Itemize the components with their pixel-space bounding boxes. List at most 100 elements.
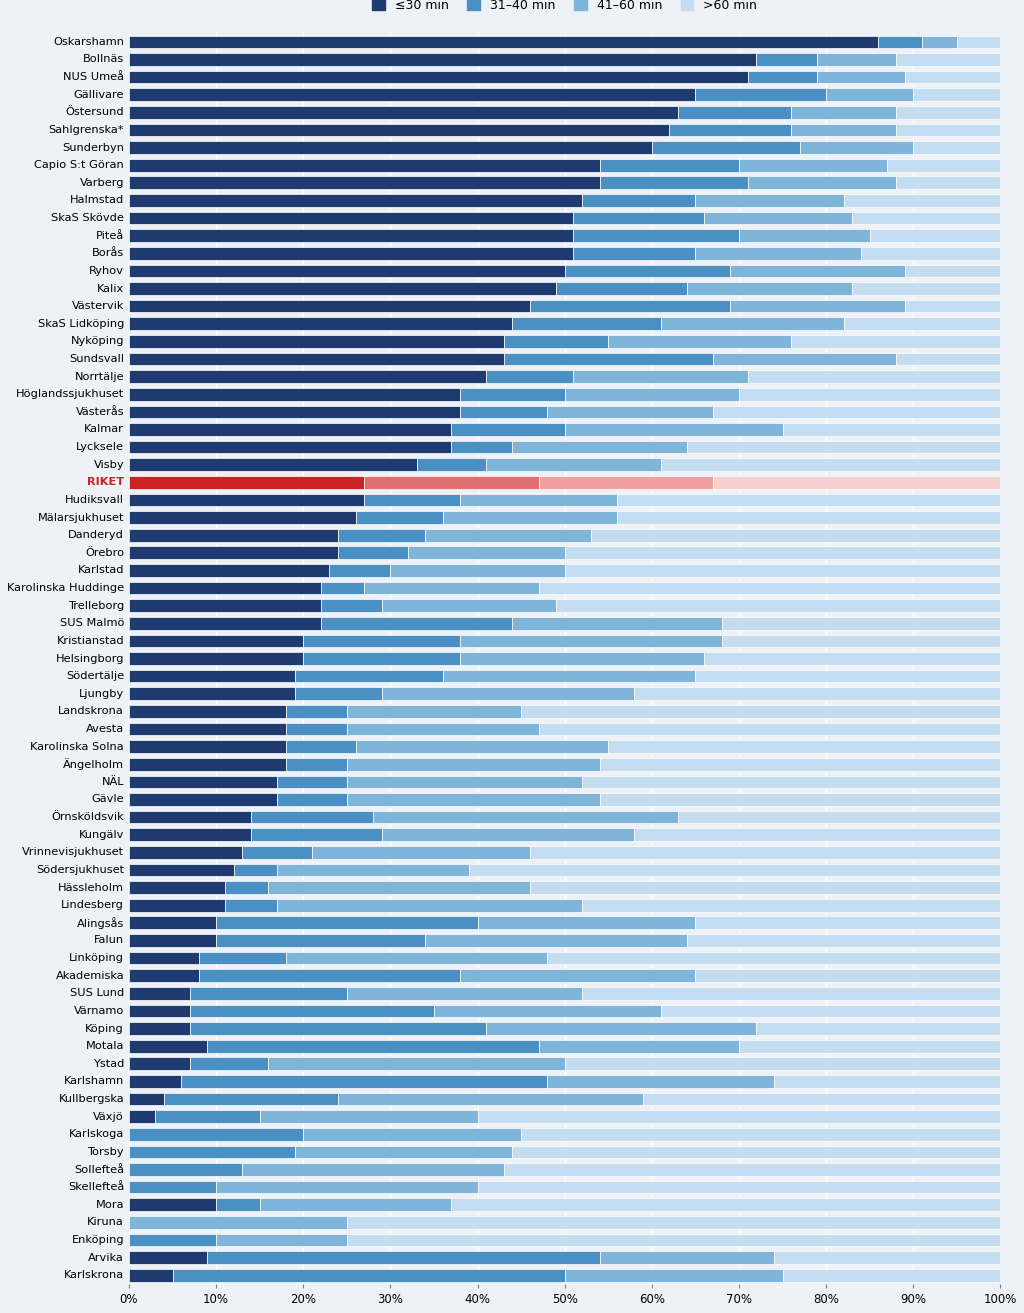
Bar — [129, 987, 189, 999]
Bar — [564, 264, 730, 277]
Bar — [129, 864, 233, 876]
Bar — [774, 1075, 1000, 1087]
Bar — [129, 176, 599, 189]
Bar — [852, 282, 1000, 295]
Bar — [695, 670, 1000, 683]
Bar — [278, 793, 347, 806]
Bar — [268, 1057, 564, 1070]
Bar — [243, 846, 312, 859]
Bar — [582, 899, 1000, 911]
Bar — [129, 194, 582, 206]
Bar — [129, 406, 460, 419]
Bar — [164, 1092, 338, 1106]
Bar — [129, 969, 199, 982]
Bar — [442, 511, 616, 524]
Bar — [129, 934, 216, 947]
Bar — [748, 370, 1000, 383]
Bar — [199, 952, 286, 965]
Bar — [129, 335, 504, 348]
Bar — [817, 71, 904, 84]
Bar — [564, 423, 782, 436]
Bar — [286, 722, 347, 735]
Bar — [129, 264, 564, 277]
Bar — [739, 230, 869, 242]
Bar — [129, 1234, 216, 1246]
Bar — [460, 653, 705, 664]
Bar — [922, 35, 956, 49]
Bar — [268, 881, 529, 894]
Bar — [129, 387, 460, 400]
Bar — [452, 441, 512, 453]
Bar — [129, 53, 757, 66]
Bar — [129, 247, 573, 260]
Bar — [303, 1128, 521, 1141]
Bar — [129, 511, 355, 524]
Bar — [129, 1075, 181, 1087]
Bar — [129, 776, 278, 788]
Bar — [504, 353, 713, 365]
Bar — [278, 899, 582, 911]
Bar — [539, 722, 1000, 735]
Bar — [460, 494, 616, 507]
Bar — [207, 1040, 539, 1053]
Bar — [129, 106, 678, 118]
Bar — [774, 1251, 1000, 1264]
Bar — [460, 634, 722, 647]
Bar — [599, 793, 1000, 806]
Bar — [896, 176, 1000, 189]
Bar — [582, 194, 695, 206]
Bar — [347, 1216, 1000, 1229]
Bar — [382, 829, 634, 842]
Bar — [722, 634, 1000, 647]
Bar — [573, 211, 705, 225]
Bar — [687, 934, 1000, 947]
Bar — [504, 335, 608, 348]
Bar — [486, 458, 660, 471]
Bar — [660, 1004, 1000, 1018]
Bar — [330, 565, 390, 576]
Bar — [913, 142, 1000, 154]
Bar — [199, 969, 460, 982]
Bar — [347, 705, 521, 718]
Bar — [852, 211, 1000, 225]
Bar — [757, 1023, 1000, 1035]
Bar — [129, 722, 286, 735]
Bar — [913, 88, 1000, 101]
Bar — [582, 987, 1000, 999]
Bar — [129, 1057, 189, 1070]
Bar — [251, 810, 373, 823]
Bar — [599, 159, 739, 172]
Bar — [129, 634, 303, 647]
Bar — [129, 617, 321, 630]
Bar — [129, 1268, 172, 1281]
Bar — [460, 969, 695, 982]
Bar — [129, 546, 338, 559]
Bar — [425, 934, 687, 947]
Bar — [189, 1004, 434, 1018]
Bar — [582, 776, 1000, 788]
Bar — [660, 318, 844, 330]
Bar — [286, 705, 347, 718]
Bar — [129, 494, 365, 507]
Bar — [233, 864, 278, 876]
Bar — [547, 952, 1000, 965]
Bar — [573, 370, 748, 383]
Bar — [338, 546, 408, 559]
Bar — [512, 441, 687, 453]
Bar — [129, 899, 225, 911]
Bar — [286, 741, 355, 752]
Bar — [547, 1075, 774, 1087]
Bar — [129, 1111, 155, 1123]
Bar — [382, 688, 634, 700]
Bar — [355, 511, 442, 524]
Bar — [129, 1023, 189, 1035]
Bar — [251, 829, 382, 842]
Bar — [643, 1092, 1000, 1106]
Bar — [347, 793, 599, 806]
Bar — [705, 653, 1000, 664]
Bar — [408, 546, 564, 559]
Bar — [678, 106, 792, 118]
Bar — [792, 335, 1000, 348]
Bar — [129, 916, 216, 930]
Bar — [521, 1128, 1000, 1141]
